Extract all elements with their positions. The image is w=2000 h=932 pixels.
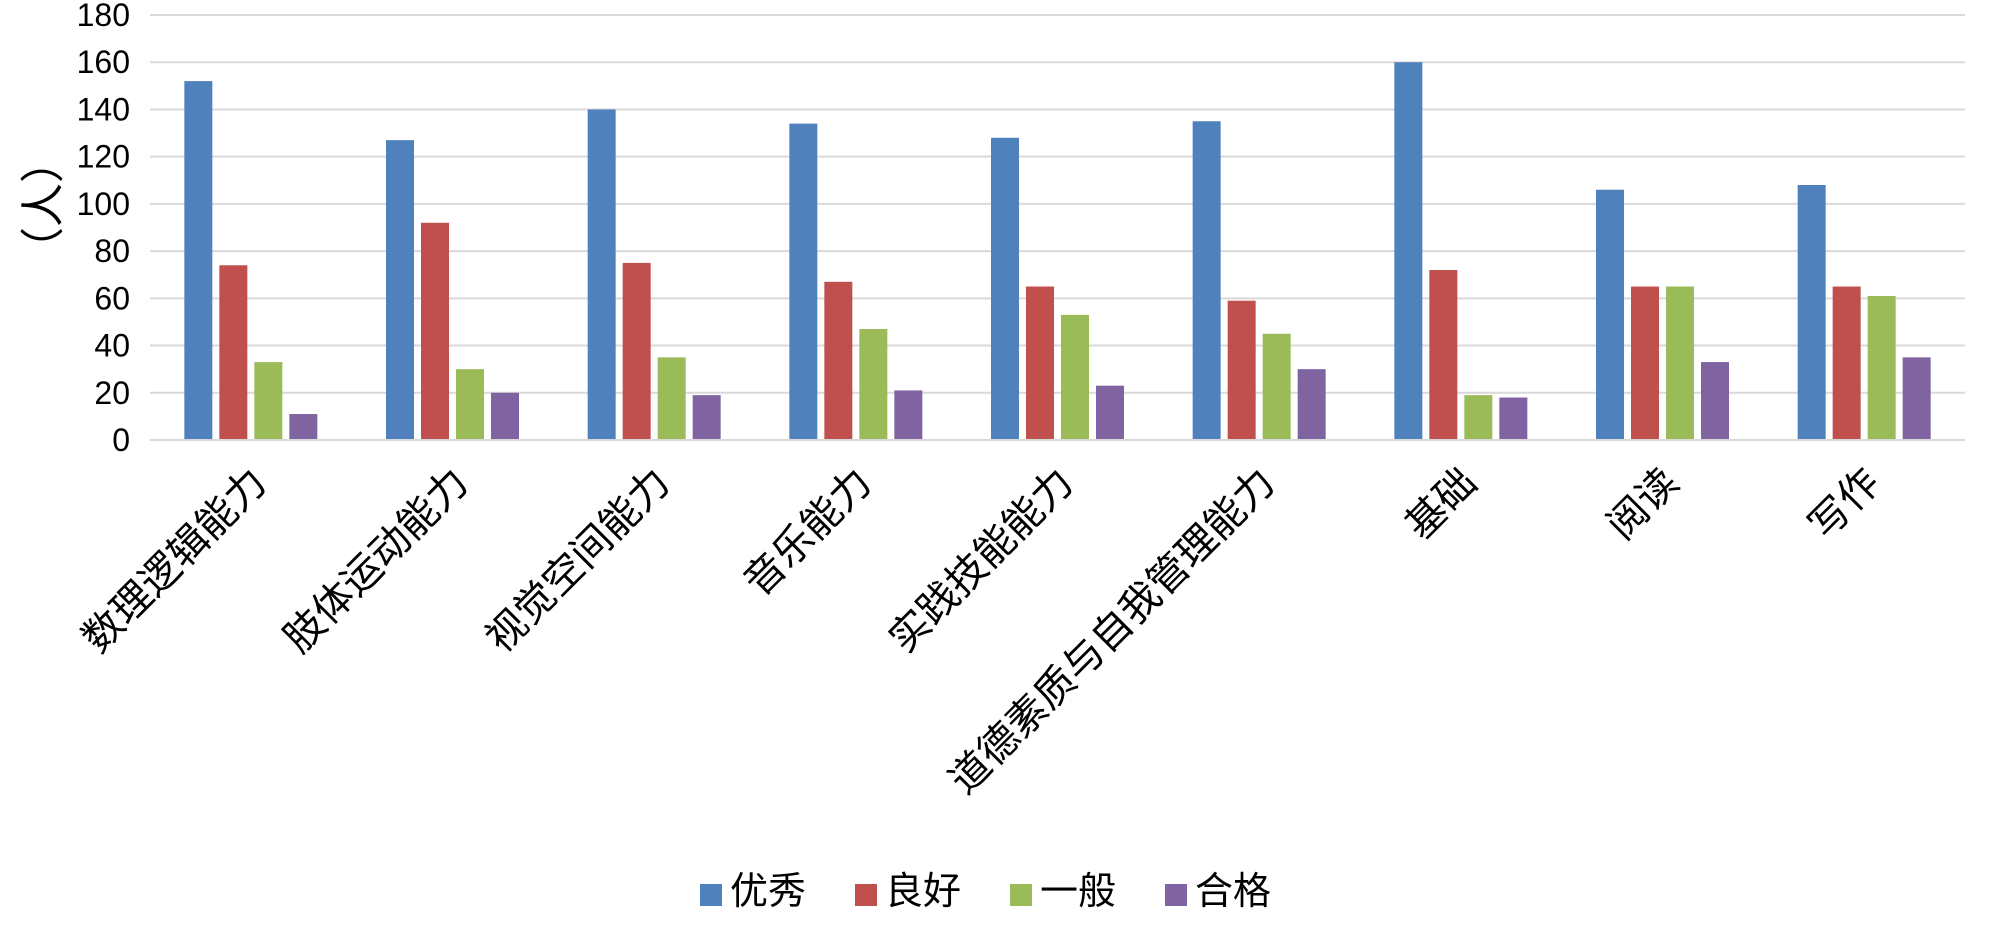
legend-label: 优秀 <box>730 869 806 913</box>
bar <box>1464 395 1493 440</box>
bar <box>789 123 818 440</box>
y-tick-label: 40 <box>94 328 130 364</box>
bar <box>219 265 248 440</box>
bar <box>859 329 888 440</box>
bar <box>657 357 686 440</box>
x-category-label: 基础 <box>1397 460 1486 549</box>
x-category-label: 道德素质与自我管理能力 <box>941 460 1285 804</box>
legend-swatch <box>700 884 722 906</box>
gridlines <box>150 14 1965 394</box>
bar <box>1499 397 1528 440</box>
bar <box>1026 286 1054 440</box>
legend-label: 良好 <box>885 869 961 913</box>
legend-swatch <box>855 884 877 906</box>
bar <box>421 222 449 440</box>
bar <box>991 137 1019 440</box>
bar <box>587 109 616 440</box>
bar <box>1902 357 1931 440</box>
y-tick-label: 60 <box>94 280 130 316</box>
bar <box>1192 121 1221 440</box>
x-category-label: 数理逻辑能力 <box>74 460 276 662</box>
series-合格 <box>289 357 1931 440</box>
bar-series <box>184 62 1931 440</box>
legend: 优秀 良好 一般 合格 <box>700 869 1271 913</box>
bar <box>692 395 721 440</box>
bar <box>1867 295 1896 440</box>
legend-item: 优秀 <box>700 869 806 913</box>
bar <box>1631 286 1659 440</box>
y-axis-label: （人） <box>18 139 69 271</box>
x-category-label: 写作 <box>1800 460 1889 549</box>
legend-label: 合格 <box>1195 869 1271 913</box>
bar <box>1429 270 1458 440</box>
bar <box>1596 189 1624 440</box>
x-category-label: 肢体运动能力 <box>275 460 477 662</box>
x-category-label: 视觉空间能力 <box>477 460 679 662</box>
y-tick-label: 80 <box>94 233 130 269</box>
series-一般 <box>254 286 1896 440</box>
bar <box>1394 62 1423 440</box>
legend-item: 良好 <box>855 869 961 913</box>
bar <box>386 140 414 440</box>
bar <box>491 392 519 440</box>
legend-label: 一般 <box>1040 869 1116 913</box>
y-tick-label: 100 <box>77 186 130 222</box>
legend-swatch <box>1010 884 1032 906</box>
y-tick-label: 140 <box>77 91 130 127</box>
bar <box>1832 286 1861 440</box>
legend-item: 一般 <box>1010 869 1116 913</box>
bar <box>622 262 651 440</box>
bar <box>456 369 484 440</box>
y-tick-label: 0 <box>112 422 130 458</box>
bar <box>1227 300 1256 440</box>
bar <box>1297 369 1326 440</box>
bar <box>254 362 283 440</box>
bar <box>289 414 318 440</box>
bar <box>1096 385 1124 440</box>
legend-item: 合格 <box>1165 869 1271 913</box>
bar <box>894 390 923 440</box>
bar <box>824 281 853 440</box>
y-tick-label: 120 <box>77 139 130 175</box>
y-tick-label: 160 <box>77 44 130 80</box>
y-tick-label: 180 <box>77 0 130 33</box>
x-category-label: 实践技能能力 <box>880 460 1082 662</box>
bar <box>1061 314 1089 440</box>
bar <box>1797 185 1826 440</box>
y-tick-label: 20 <box>94 375 130 411</box>
y-axis-tick-labels: 0 20 40 60 80 100 120 140 160 180 <box>77 0 130 458</box>
bar <box>184 81 213 440</box>
series-优秀 <box>184 62 1826 440</box>
bar <box>1701 362 1729 440</box>
x-category-label: 音乐能力 <box>735 460 881 606</box>
bar <box>1262 333 1291 440</box>
legend-swatch <box>1165 884 1187 906</box>
x-category-label: 阅读 <box>1598 460 1687 549</box>
bar <box>1666 286 1694 440</box>
series-良好 <box>219 222 1861 440</box>
